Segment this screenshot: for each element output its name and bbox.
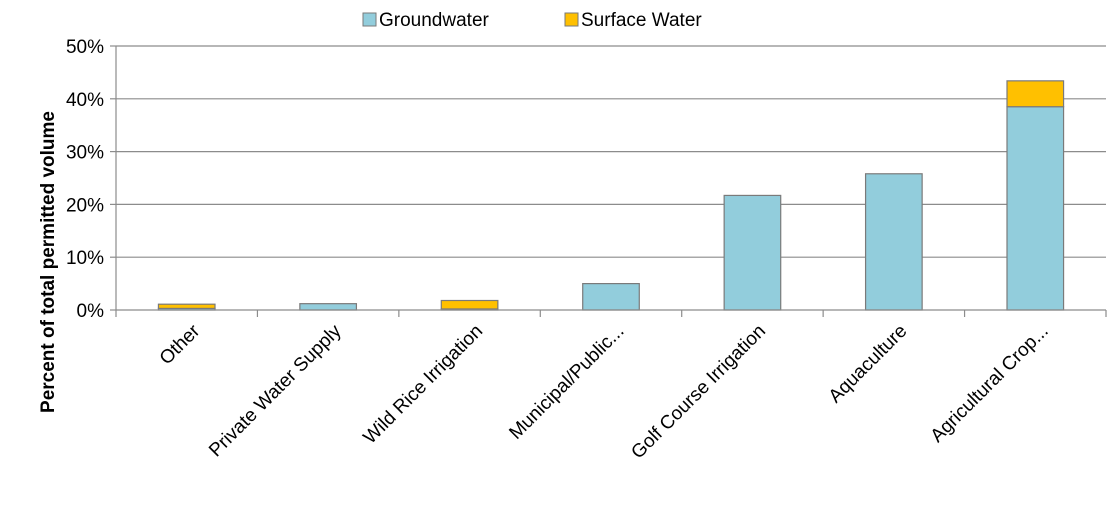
- bar-segment-groundwater: [864, 173, 923, 311]
- x-axis: [115, 309, 1107, 317]
- x-axis-category-labels: Other Private Water Supply Wild Rice Irrig…: [156, 320, 1053, 463]
- bars: [157, 80, 1065, 311]
- y-axis-title: Percent of total permitted volume: [38, 111, 59, 413]
- y-tick-label: 40%: [66, 90, 104, 111]
- x-category-label: Other: [156, 320, 205, 369]
- y-tick-label: 50%: [66, 37, 104, 58]
- legend-swatch-surface-water: [564, 12, 579, 27]
- y-tick-label: 10%: [66, 248, 104, 269]
- y-tick-label: 30%: [66, 143, 104, 164]
- y-axis-tick-labels: 0% 10% 20% 30% 40% 50%: [66, 37, 104, 322]
- y-tick-label: 0%: [77, 301, 105, 322]
- bar-segment-groundwater: [1006, 106, 1065, 311]
- legend-label: Surface Water: [581, 10, 702, 31]
- bar-segment-groundwater: [299, 303, 358, 311]
- bar-segment-surface-water: [157, 303, 216, 310]
- x-category-label: Municipal/Public...: [505, 321, 628, 444]
- bar-segment-surface-water: [440, 299, 499, 310]
- x-category-label: Agricultural Crop...: [927, 321, 1053, 447]
- x-category-label: Aquaculture: [825, 321, 912, 408]
- y-tick-label: 20%: [66, 195, 104, 216]
- x-category-label: Golf Course Irrigation: [627, 321, 770, 464]
- x-category-label: Private Water Supply: [205, 320, 346, 461]
- chart-legend: Groundwater Surface Water: [362, 10, 702, 31]
- legend-label: Groundwater: [379, 10, 490, 31]
- bar-segment-groundwater: [723, 194, 782, 311]
- bar-segment-surface-water: [1006, 80, 1065, 108]
- x-category-label: Wild Rice Irrigation: [360, 321, 488, 449]
- gridlines: [110, 45, 1106, 311]
- legend-swatch-groundwater: [362, 12, 377, 27]
- bar-segment-groundwater: [582, 283, 640, 311]
